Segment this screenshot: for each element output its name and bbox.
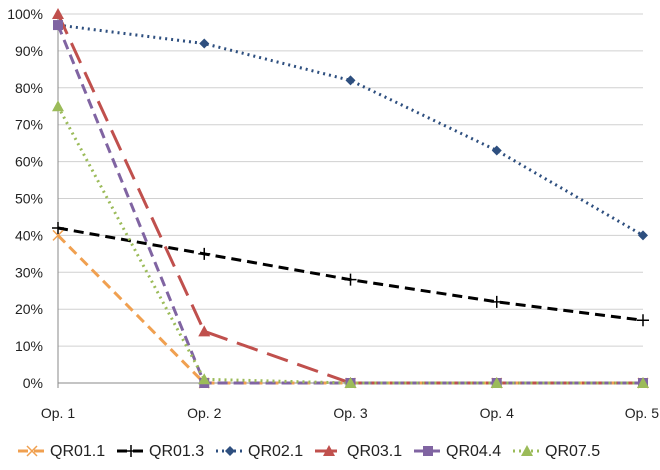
y-tick-label: 60% xyxy=(15,154,43,170)
legend-label: QR07.5 xyxy=(545,443,600,460)
y-tick-label: 20% xyxy=(15,301,43,317)
data-point xyxy=(52,8,64,19)
data-point xyxy=(199,38,210,49)
data-point xyxy=(637,377,649,388)
data-point xyxy=(638,230,648,241)
data-point xyxy=(345,75,356,86)
gridlines xyxy=(58,13,643,384)
data-point xyxy=(344,377,357,388)
legend-marker xyxy=(521,445,533,456)
y-tick-label: 40% xyxy=(15,227,43,243)
data-point xyxy=(52,222,64,235)
y-tick-label: 30% xyxy=(15,264,43,280)
data-point xyxy=(490,377,503,388)
axes: 0% 10% 20% 30% 40% 50% 60% 70% 80% 90% 100% Op. 1 Op… xyxy=(7,6,659,421)
x-tick-label: Op. 5 xyxy=(625,405,659,421)
legend-marker xyxy=(125,445,137,457)
x-tick-label: Op. 3 xyxy=(333,405,367,421)
data-point xyxy=(198,373,211,385)
legend-label: QR03.1 xyxy=(347,443,402,460)
legend-label: QR01.3 xyxy=(149,443,204,460)
y-tick-label: 90% xyxy=(15,43,43,59)
y-tick-label: 80% xyxy=(15,80,43,96)
data-point xyxy=(491,145,502,156)
y-tick-label: 10% xyxy=(15,338,43,354)
legend-marker xyxy=(323,445,335,456)
series-markers xyxy=(52,8,649,389)
series-line-qr02-1 xyxy=(57,23,644,237)
legend: QR01.1 QR01.3 QR02.1 QR03.1 QR04.4 QR07.5 xyxy=(18,443,600,460)
data-point xyxy=(198,325,211,337)
data-point xyxy=(52,229,64,241)
legend-label: QR02.1 xyxy=(248,443,303,460)
data-point xyxy=(52,100,64,112)
data-point xyxy=(344,273,357,286)
y-tick-label: 100% xyxy=(7,6,43,22)
data-point xyxy=(53,20,63,31)
x-tick-label: Op. 4 xyxy=(480,405,514,421)
x-tick-label: Op. 1 xyxy=(41,405,75,421)
y-tick-label: 50% xyxy=(15,191,43,207)
y-tick-label: 0% xyxy=(23,375,43,391)
series-line-qr03-1 xyxy=(56,13,643,385)
data-point xyxy=(198,247,211,260)
x-tick-label: Op. 2 xyxy=(187,405,221,421)
legend-label: QR04.4 xyxy=(446,443,501,460)
legend-marker xyxy=(26,445,38,457)
legend-marker xyxy=(225,446,235,456)
y-tick-label: 70% xyxy=(15,117,43,133)
legend-marker xyxy=(423,446,433,456)
data-point xyxy=(637,314,649,327)
data-point xyxy=(490,295,503,308)
legend-label: QR01.1 xyxy=(50,443,105,460)
